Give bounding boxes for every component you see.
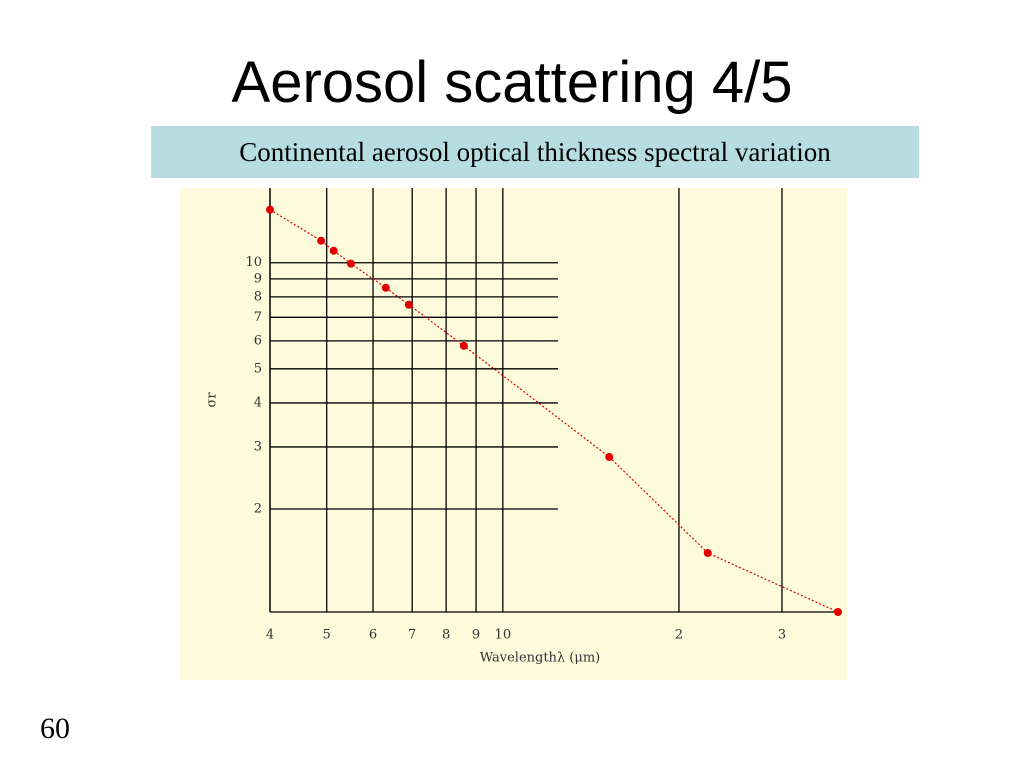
caption: Continental aerosol optical thickness sp… [151,126,919,178]
data-point [381,283,390,292]
slide-title: Aerosol scattering 4/5 [231,50,793,115]
y-tick-label: 2 [254,501,262,516]
y-tick-label: 7 [254,310,262,325]
x-tick-label: 5 [323,628,331,643]
x-tick-label: 7 [408,628,416,643]
y-tick-label: 5 [254,361,262,376]
x-tick-label: 3 [778,628,786,643]
y-axis-label: σr [205,392,220,408]
y-tick-label: 9 [254,271,262,286]
x-axis-label: Wavelengthλ (μm) [480,651,600,666]
x-tick-label: 8 [442,628,450,643]
data-point [404,300,413,309]
y-tick-label: 4 [254,395,262,410]
data-point [605,452,614,461]
data-point [703,548,712,557]
data-point [459,341,468,350]
data-point [266,205,274,214]
x-tick-label: 4 [266,628,274,643]
page-number: 60 [40,712,70,745]
x-tick-label: 9 [472,628,480,643]
data-point [317,236,326,245]
data-point [329,246,338,255]
y-tick-label: 3 [254,439,262,454]
x-tick-label: 6 [369,628,377,643]
y-tick-label: 8 [254,289,262,304]
y-tick-label: 6 [254,333,262,348]
data-point [346,259,355,268]
x-tick-label: 10 [495,628,512,643]
y-tick-label: 10 [245,255,262,270]
data-line [269,209,839,613]
x-tick-label: 2 [675,628,683,643]
data-point [834,608,842,616]
chart-background [180,188,847,680]
